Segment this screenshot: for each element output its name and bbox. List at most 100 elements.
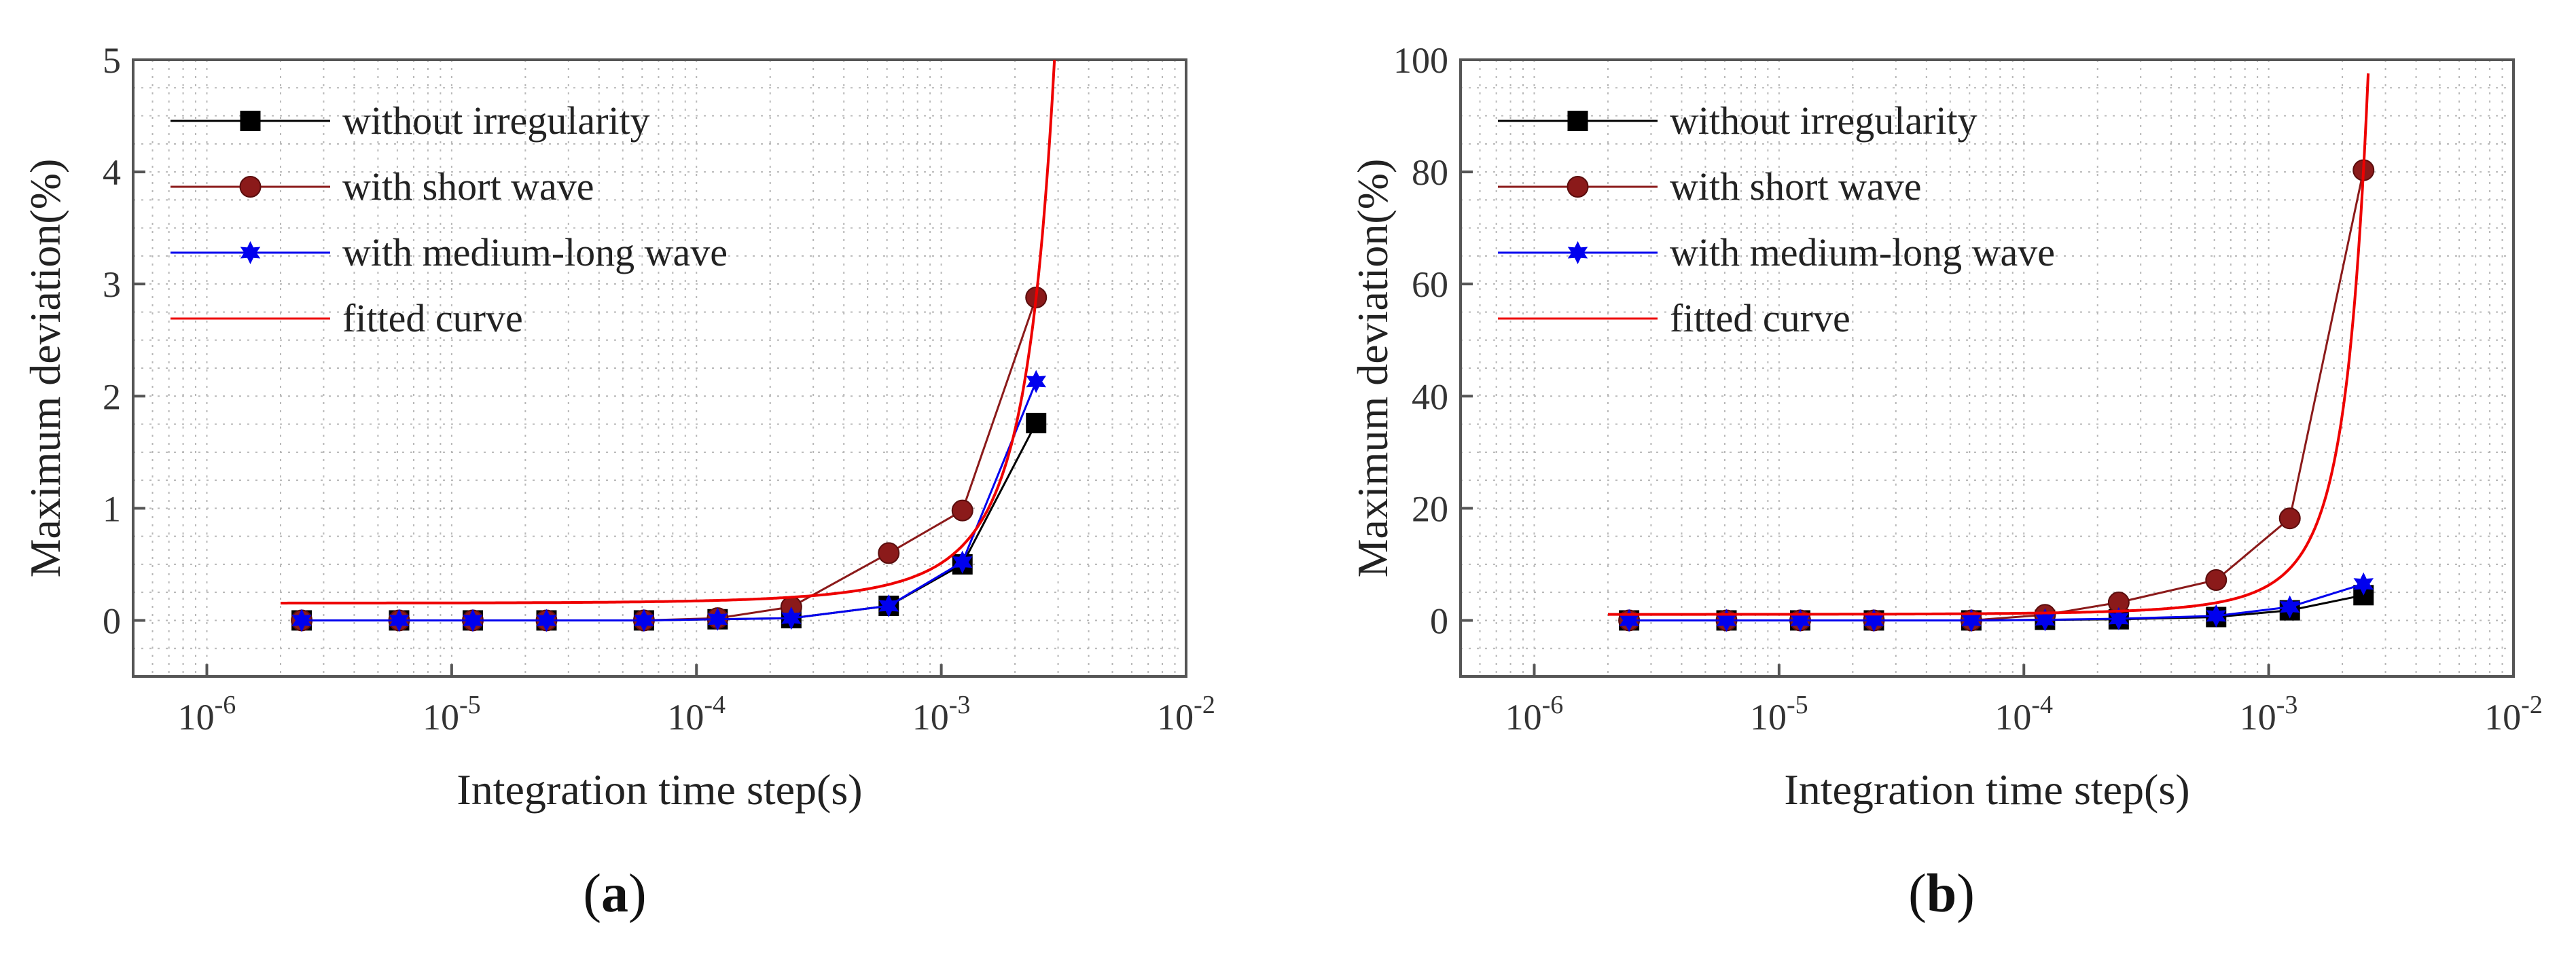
y-tick-label: 0	[1430, 600, 1448, 641]
data-point	[1863, 609, 1884, 632]
data-point	[952, 550, 973, 574]
x-tick-label: 10-2	[1157, 691, 1215, 738]
data-point	[291, 609, 312, 632]
data-point	[389, 609, 410, 632]
series-with-medium-long-wave	[1619, 572, 2374, 632]
legend-marker	[1567, 241, 1588, 264]
data-point	[2035, 608, 2056, 632]
panel-label: (b)	[1908, 864, 1975, 924]
x-tick-label: 10-3	[912, 691, 971, 738]
grid	[1461, 60, 2514, 676]
x-tick-exponent: -6	[1542, 691, 1564, 719]
grid	[133, 60, 1186, 676]
legend-label: without irregularity	[342, 98, 650, 143]
series-fitted-curve	[1608, 73, 2370, 616]
data-point	[878, 542, 900, 564]
data-point	[707, 607, 728, 631]
panel-label-letter: b	[1927, 864, 1957, 924]
data-point	[634, 609, 654, 632]
y-tick-label: 100	[1393, 40, 1448, 81]
x-tick-exponent: -4	[2031, 691, 2053, 719]
series-with-medium-long-wave	[291, 369, 1046, 632]
data-point	[781, 607, 802, 630]
x-tick-base: 10	[2240, 697, 2276, 738]
data-point	[1961, 609, 1982, 632]
y-tick-label: 3	[103, 264, 121, 305]
data-point	[2280, 595, 2300, 619]
y-axis-title: Maximum deviation(%)	[1348, 159, 1397, 578]
fitted-curve-line	[1608, 73, 2370, 616]
data-point	[463, 609, 483, 632]
data-point	[2278, 507, 2301, 530]
x-tick-label: 10-4	[667, 691, 726, 738]
panel-label-paren: )	[628, 864, 647, 924]
y-tick-label: 2	[103, 376, 121, 417]
x-tick-base: 10	[178, 697, 215, 738]
x-tick-exponent: -6	[215, 691, 236, 719]
y-tick-label: 60	[1412, 264, 1448, 305]
legend-marker	[240, 111, 261, 131]
x-tick-label: 10-5	[1750, 691, 1808, 738]
x-tick-label: 10-4	[1994, 691, 2053, 738]
data-point	[1026, 412, 1047, 433]
panel-label-letter: a	[601, 864, 628, 924]
chart-panel-b: 10-6 10-5 10-4 10-3 10-2020406080100Integrat…	[1348, 40, 2543, 924]
x-tick-base: 10	[1994, 697, 2031, 738]
x-axis-title: Integration time step(s)	[457, 765, 862, 814]
panel-label: (a)	[583, 864, 646, 924]
data-point	[536, 609, 557, 632]
data-point	[1026, 369, 1046, 393]
plot-frame	[1459, 58, 2515, 678]
data-point	[2206, 604, 2226, 628]
y-tick-label: 20	[1412, 488, 1448, 529]
legend-label: with medium-long wave	[342, 230, 728, 274]
data-point	[878, 594, 899, 617]
x-tick-exponent: -3	[2276, 691, 2298, 719]
legend-marker	[1567, 111, 1588, 131]
x-tick-label: 10-5	[423, 691, 481, 738]
legend-label: fitted curve	[342, 296, 523, 340]
panel-label-paren: (	[1908, 864, 1927, 924]
x-tick-label: 10-6	[1505, 691, 1564, 738]
series-line	[1629, 594, 2364, 621]
x-tick-exponent: -2	[1194, 691, 1215, 719]
series-line	[302, 381, 1037, 621]
x-tick-exponent: -3	[949, 691, 971, 719]
series-without-irregularity	[291, 412, 1047, 631]
y-tick-label: 1	[103, 488, 121, 529]
x-axis-title: Integration time step(s)	[1784, 765, 2189, 814]
data-point	[1619, 609, 1639, 632]
y-axis-title: Maximum deviation(%)	[21, 159, 69, 578]
y-tick-label: 4	[103, 152, 121, 193]
data-point	[2205, 569, 2228, 592]
legend: without irregularity with short wave with …	[1498, 98, 2055, 340]
x-tick-exponent: -4	[704, 691, 726, 719]
x-tick-exponent: -2	[2521, 691, 2543, 719]
fitted-curve-line	[281, 60, 1056, 604]
x-tick-exponent: -5	[1787, 691, 1808, 719]
x-tick-base: 10	[1157, 697, 1194, 738]
y-tick-label: 80	[1412, 152, 1448, 193]
panel-label-paren: )	[1956, 864, 1975, 924]
x-tick-base: 10	[2484, 697, 2521, 738]
x-tick-exponent: -5	[459, 691, 481, 719]
plot-area	[281, 60, 1056, 632]
series-fitted-curve	[281, 60, 1056, 604]
y-tick-label: 0	[103, 600, 121, 641]
legend-marker	[240, 241, 261, 264]
legend-label: with short wave	[1670, 164, 1922, 209]
data-point	[1790, 609, 1810, 632]
data-point	[2109, 607, 2129, 630]
legend: without irregularity with short wave with …	[171, 98, 728, 340]
x-tick-base: 10	[1505, 697, 1542, 738]
plot-frame	[132, 58, 1187, 678]
y-tick-label: 40	[1412, 376, 1448, 417]
legend-label: with short wave	[342, 164, 594, 209]
y-tick-label: 5	[103, 40, 121, 81]
data-point	[951, 499, 973, 522]
plot-area	[1608, 73, 2375, 632]
legend-marker	[239, 176, 262, 198]
legend-label: with medium-long wave	[1670, 230, 2055, 274]
